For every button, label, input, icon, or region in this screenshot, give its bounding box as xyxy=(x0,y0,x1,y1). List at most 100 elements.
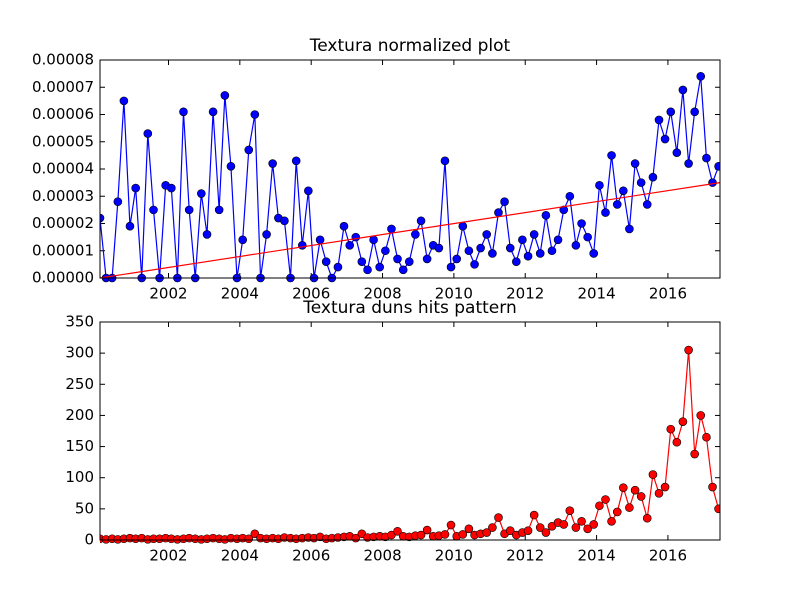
data-point xyxy=(660,134,670,144)
y-tick-label: 0.00001 xyxy=(32,241,94,259)
data-point xyxy=(666,424,676,434)
axes-frame xyxy=(99,321,721,541)
data-point xyxy=(226,161,236,171)
x-tick-label: 2002 xyxy=(149,547,187,565)
data-point xyxy=(702,432,711,442)
x-tick-label: 2014 xyxy=(577,285,615,303)
data-point xyxy=(589,520,599,529)
data-point xyxy=(696,72,706,81)
data-point xyxy=(666,107,676,117)
data-point xyxy=(630,485,640,495)
data-point xyxy=(482,230,491,239)
data-point xyxy=(714,504,720,514)
data-point xyxy=(672,437,682,447)
data-point xyxy=(654,488,664,498)
axes-frame xyxy=(99,59,721,279)
data-point xyxy=(541,528,551,537)
data-point xyxy=(577,219,586,228)
chart-title: Textura normalized plot xyxy=(309,36,511,56)
data-point xyxy=(404,257,414,266)
data-point xyxy=(291,156,301,166)
data-point xyxy=(648,470,658,479)
data-point xyxy=(559,520,569,529)
data-point xyxy=(607,517,616,526)
data-point xyxy=(547,246,557,256)
data-point xyxy=(589,249,599,258)
data-point xyxy=(577,517,586,526)
data-point xyxy=(541,211,551,220)
data-point xyxy=(434,243,444,253)
data-point xyxy=(500,197,509,206)
data-point xyxy=(315,235,325,245)
data-point xyxy=(565,191,575,201)
data-point xyxy=(482,528,491,537)
chart-title: Textura duns hits pattern xyxy=(302,298,516,318)
x-tick-label: 2010 xyxy=(435,285,473,303)
data-point xyxy=(654,115,664,125)
data-point xyxy=(505,243,515,253)
data-point xyxy=(125,221,135,231)
x-tick-label: 2006 xyxy=(292,547,330,565)
data-point xyxy=(684,345,693,355)
data-point xyxy=(690,449,699,459)
y-tick-label: 0.00000 xyxy=(32,269,94,287)
data-point xyxy=(714,161,720,171)
y-tick-label: 0.00003 xyxy=(32,187,94,205)
data-point xyxy=(595,181,604,190)
data-point xyxy=(494,208,503,217)
y-tick-label: 0.00006 xyxy=(32,105,94,123)
data-point xyxy=(184,205,194,215)
data-point xyxy=(708,178,717,187)
data-point xyxy=(250,110,260,119)
data-point xyxy=(529,510,539,520)
data-point xyxy=(143,129,153,138)
data-point xyxy=(440,530,450,539)
data-point xyxy=(636,492,646,501)
data-point xyxy=(339,221,349,231)
y-tick-label: 300 xyxy=(65,344,94,362)
data-point xyxy=(375,262,384,272)
data-point xyxy=(690,107,699,117)
y-tick-label: 0.00007 xyxy=(32,78,94,96)
y-tick-label: 50 xyxy=(75,499,94,517)
data-point xyxy=(464,246,474,256)
data-point xyxy=(660,482,670,492)
data-point xyxy=(280,216,289,226)
data-point xyxy=(625,224,634,234)
x-tick-label: 2014 xyxy=(577,547,615,565)
data-point xyxy=(333,262,343,272)
data-point xyxy=(648,172,658,182)
data-point xyxy=(244,534,254,544)
data-point xyxy=(595,501,604,511)
data-point xyxy=(393,254,402,264)
data-point xyxy=(119,96,129,106)
data-point xyxy=(696,411,706,420)
y-tick-label: 100 xyxy=(65,468,94,486)
x-tick-label: 2016 xyxy=(649,547,687,565)
data-point xyxy=(612,507,622,517)
data-point xyxy=(238,235,247,245)
data-point xyxy=(387,224,396,234)
data-point xyxy=(422,525,432,535)
data-point xyxy=(297,241,307,250)
data-point xyxy=(619,483,628,492)
data-point xyxy=(601,495,610,504)
data-point xyxy=(535,249,545,258)
data-point xyxy=(202,230,212,239)
x-tick-label: 2012 xyxy=(506,285,544,303)
data-point xyxy=(208,107,218,117)
data-point xyxy=(357,257,367,266)
data-point xyxy=(708,482,717,492)
data-point xyxy=(625,503,634,512)
y-tick-label: 0.00002 xyxy=(32,214,94,232)
data-point xyxy=(458,221,468,231)
data-point xyxy=(131,183,140,193)
data-point xyxy=(494,513,503,522)
data-point xyxy=(642,513,652,523)
y-tick-label: 0.00008 xyxy=(32,51,94,69)
data-point xyxy=(702,153,711,163)
data-point xyxy=(571,241,581,250)
data-point xyxy=(244,145,254,155)
data-point xyxy=(642,200,652,209)
